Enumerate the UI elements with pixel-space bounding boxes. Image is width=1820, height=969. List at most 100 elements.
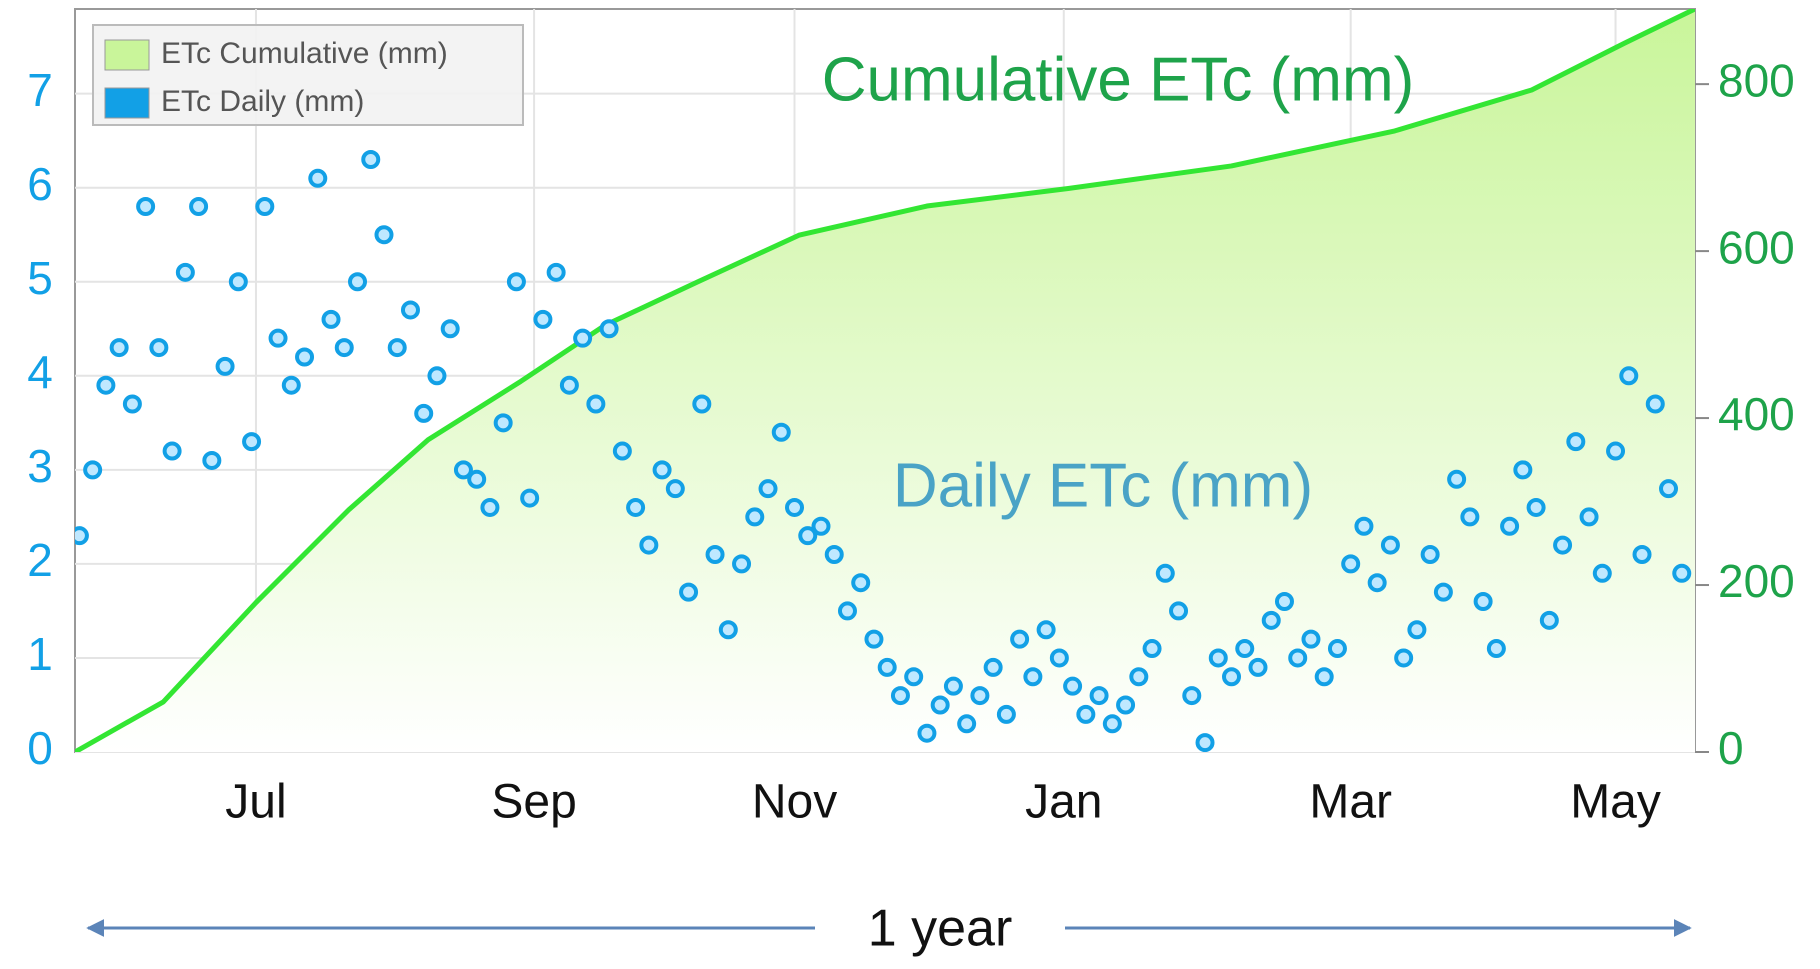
point — [175, 262, 195, 282]
point — [1341, 554, 1361, 574]
point — [811, 516, 831, 536]
point — [453, 460, 473, 480]
point — [1579, 507, 1599, 527]
point — [149, 338, 169, 358]
point — [1314, 667, 1334, 687]
annotation: 1 year — [868, 900, 1013, 958]
point — [851, 573, 871, 593]
point — [798, 526, 818, 546]
point — [1102, 714, 1122, 734]
legend-label: ETc Daily (mm) — [161, 85, 364, 118]
point — [414, 403, 434, 423]
point — [679, 582, 699, 602]
point — [626, 497, 646, 517]
y-tick-label: 6 — [27, 158, 53, 210]
point — [1327, 639, 1347, 659]
point — [75, 526, 89, 546]
x-tick-label: May — [1570, 776, 1661, 829]
point — [1473, 592, 1493, 612]
point — [268, 328, 288, 348]
point — [1169, 601, 1189, 621]
point — [1261, 610, 1281, 630]
point — [732, 554, 752, 574]
point — [665, 479, 685, 499]
point — [1539, 610, 1559, 630]
point — [904, 667, 924, 687]
point — [1486, 639, 1506, 659]
y-tick-label: 5 — [27, 252, 53, 304]
y-tick-label: 2 — [27, 534, 53, 586]
legend-swatch — [104, 87, 150, 119]
point — [189, 197, 209, 217]
point — [1076, 704, 1096, 724]
point — [1274, 592, 1294, 612]
point — [1222, 667, 1242, 687]
point — [1049, 648, 1069, 668]
point — [718, 620, 738, 640]
point — [1632, 544, 1652, 564]
point — [1380, 535, 1400, 555]
x-tick-label: Jan — [1025, 776, 1102, 829]
point — [612, 441, 632, 461]
point — [295, 347, 315, 367]
y-tick-label: 3 — [27, 440, 53, 492]
area — [75, 9, 1695, 752]
point — [348, 272, 368, 292]
x-tick-label: Nov — [752, 776, 837, 829]
point — [1129, 667, 1149, 687]
point — [1208, 648, 1228, 668]
y-tick-label: 4 — [27, 346, 53, 398]
point — [506, 272, 526, 292]
point — [1672, 563, 1692, 583]
line — [75, 9, 1695, 752]
point — [1526, 497, 1546, 517]
legend-box — [92, 24, 524, 126]
y2-tick-label: 200 — [1718, 555, 1795, 607]
point — [1447, 469, 1467, 489]
point — [1407, 620, 1427, 640]
point — [215, 356, 235, 376]
point — [890, 686, 910, 706]
point — [1036, 620, 1056, 640]
point — [1354, 516, 1374, 536]
plot-content — [75, 9, 1695, 752]
point — [1248, 657, 1268, 677]
point — [228, 272, 248, 292]
point — [1089, 686, 1109, 706]
point — [1433, 582, 1453, 602]
legend-swatch — [104, 39, 150, 71]
point — [83, 460, 103, 480]
y2-tick-label: 600 — [1718, 221, 1795, 273]
point — [162, 441, 182, 461]
point — [877, 657, 897, 677]
point — [930, 695, 950, 715]
point — [480, 497, 500, 517]
point — [427, 366, 447, 386]
point — [533, 309, 553, 329]
point — [917, 723, 937, 743]
point — [599, 319, 619, 339]
point — [1645, 394, 1665, 414]
point — [1155, 563, 1175, 583]
point — [586, 394, 606, 414]
point — [943, 676, 963, 696]
point — [546, 262, 566, 282]
point — [758, 479, 778, 499]
y2-tick-label: 0 — [1718, 722, 1744, 774]
point — [440, 319, 460, 339]
point — [520, 488, 540, 508]
legend-label: ETc Cumulative (mm) — [161, 37, 448, 70]
x-tick-label: Jul — [225, 776, 286, 829]
point — [281, 375, 301, 395]
point — [864, 629, 884, 649]
point — [692, 394, 712, 414]
point — [493, 413, 513, 433]
point — [1460, 507, 1480, 527]
point — [1182, 686, 1202, 706]
point — [202, 450, 222, 470]
point — [1288, 648, 1308, 668]
point — [1301, 629, 1321, 649]
point — [573, 328, 593, 348]
annotation: Cumulative ETc (mm) — [822, 45, 1415, 114]
y-tick-label: 7 — [27, 64, 53, 116]
